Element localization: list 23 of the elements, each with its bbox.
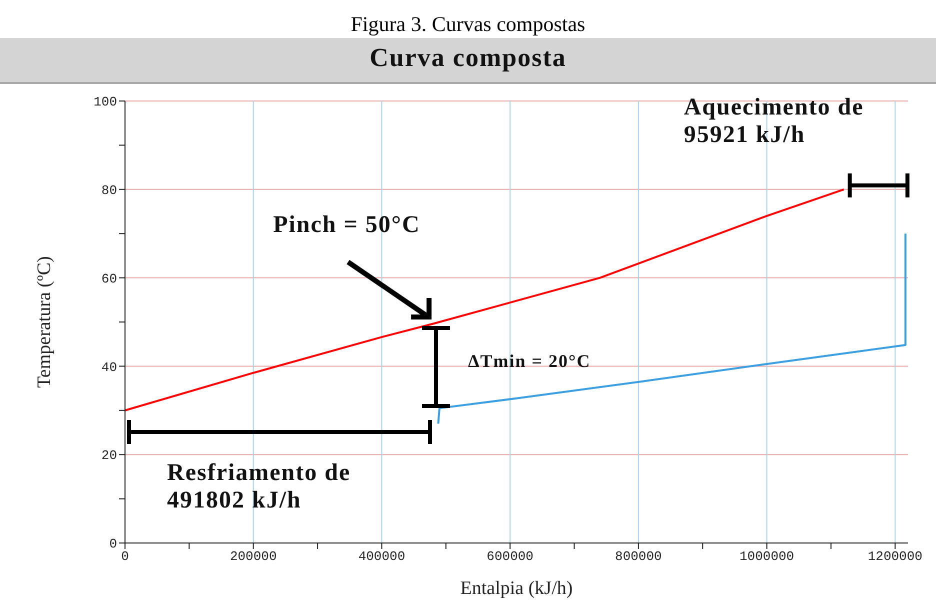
chart-subtitle: Curva composta: [0, 38, 936, 84]
annotation: Pinch = 50°C: [273, 212, 420, 238]
x-tick-label: 1200000: [868, 549, 922, 564]
x-axis-title: Entalpia (kJ/h): [460, 578, 573, 599]
y-tick-label: 40: [101, 360, 117, 375]
y-tick-label: 20: [101, 448, 117, 464]
annotation: Aquecimento de 95921 kJ/h: [684, 94, 864, 148]
line-series: [125, 188, 845, 412]
x-tick-label: 1000000: [740, 549, 794, 564]
y-tick-label: 0: [109, 536, 117, 552]
x-tick-label: 800000: [615, 549, 662, 564]
y-axis-title: Temperatura (ºC): [34, 256, 55, 388]
annotation: ΔTmin = 20°C: [468, 351, 591, 371]
y-tick-label: 80: [101, 183, 117, 198]
x-tick-label: 400000: [358, 549, 406, 564]
x-tick-label: 0: [121, 549, 129, 564]
x-tick-label: 600000: [486, 549, 534, 564]
x-tick-label: 200000: [230, 549, 277, 564]
y-tick-label: 100: [94, 94, 117, 110]
line-series: [437, 232, 906, 425]
chart-title: Figura 3. Curvas compostas: [350, 12, 586, 37]
y-tick-label: 60: [101, 271, 117, 286]
annotation: Resfriamento de 491802 kJ/h: [167, 460, 351, 514]
